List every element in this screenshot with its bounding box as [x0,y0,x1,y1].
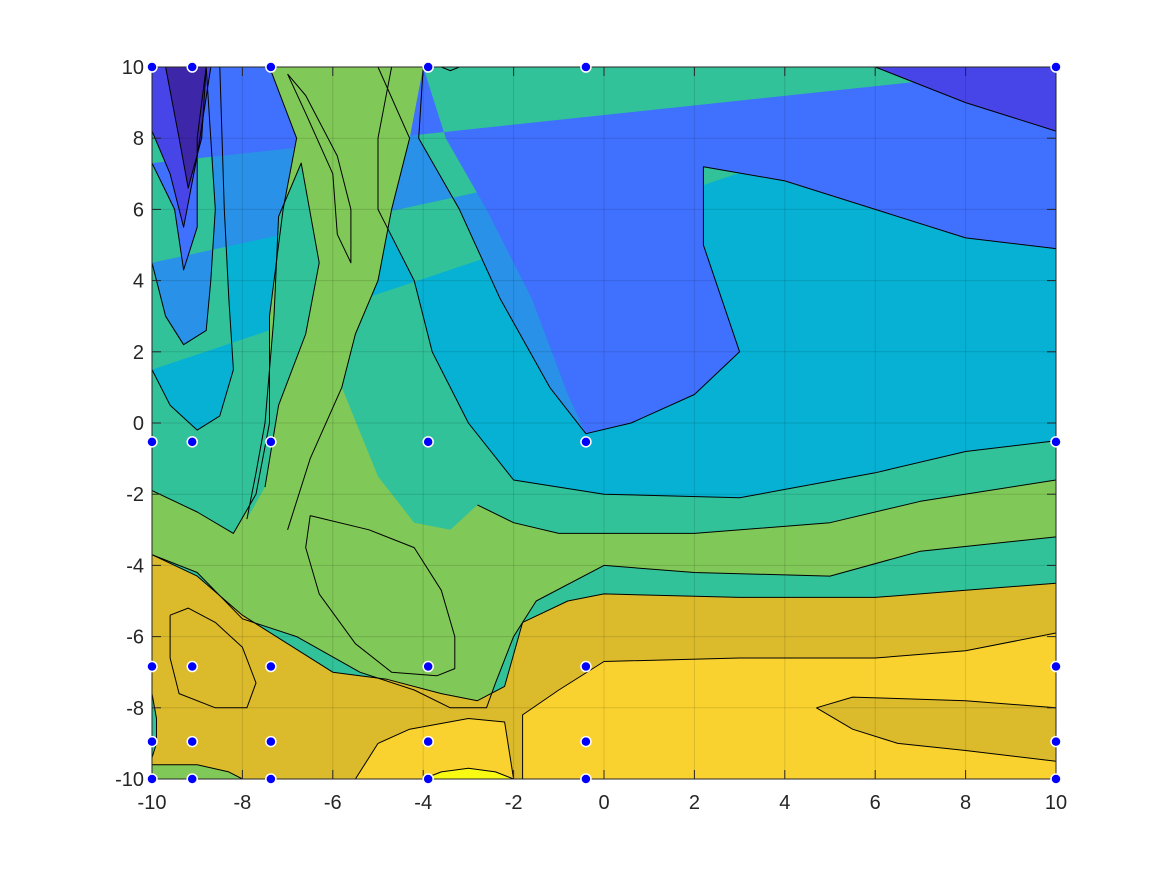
contour-region-level-1 [152,67,1056,228]
sample-point [422,660,434,673]
y-tick-label: -4 [126,555,144,577]
y-tick-label: -10 [115,769,144,791]
y-tick-label: 8 [133,128,144,150]
contour-line [165,67,207,189]
contour-region-level-7 [816,697,1056,762]
sample-point [580,773,592,785]
contour-line [418,67,1056,435]
y-tick-label: 6 [133,199,144,221]
sample-point [580,735,592,748]
contour-line [152,67,216,346]
contour-line [522,632,1056,779]
sample-point [265,735,277,748]
y-tick-label: -8 [126,698,144,720]
x-tick-label: 10 [1045,792,1067,814]
sample-point [265,773,277,785]
x-tick-label: 8 [960,792,971,814]
x-tick-label: -4 [414,792,432,814]
x-tick-label: 4 [779,792,790,814]
x-tick-label: -10 [138,792,167,814]
grid-lines [152,67,1056,779]
contour-line [152,536,1056,709]
contour-line [354,718,515,779]
contour-line [287,67,411,530]
x-tick-label: -8 [234,792,252,814]
contour-line [377,67,1056,499]
contour-line [152,693,157,758]
contour-line [816,707,1056,762]
x-tick-label: -6 [324,792,342,814]
x-tick-label: 6 [870,792,881,814]
contour-region-level-8 [355,718,514,779]
contour-region-level-5 [246,163,320,520]
contour-line [152,67,298,534]
sample-points [146,61,1062,785]
axis-ticks: -10 -8 -6 -4 -2 0 2 4 6 8 10 -10 -8 -6 -4 -2 0 2 4 6 8 10 [115,57,1067,814]
sample-point [422,773,434,785]
sample-point [186,660,198,673]
sample-point [1050,61,1062,73]
x-tick-label: -2 [505,792,523,814]
sample-point [580,61,592,73]
contour-line [246,162,320,520]
contour-region-level-7 [170,608,256,708]
sample-point [186,61,198,73]
y-tick-label: -2 [126,484,144,506]
contour-region-level-6 [152,387,1056,708]
contour-lines [152,67,1056,779]
x-tick-label: 0 [598,792,609,814]
sample-point [265,660,277,673]
contour-line [875,67,1056,132]
y-tick-label: 2 [133,342,144,364]
contour-line [169,607,257,709]
sample-point [146,660,158,673]
sample-point [580,436,592,448]
sample-point [186,436,198,448]
sample-point [1050,436,1062,448]
contour-region-level-9 [423,768,514,779]
contour-line [816,696,1056,709]
y-tick-label: 4 [133,271,144,293]
sample-point [186,735,198,748]
sample-point [146,61,158,73]
contour-line [152,554,1056,702]
sample-point [265,61,277,73]
sample-point [146,735,158,748]
contour-line [287,73,352,264]
contour-region-level-6 [152,764,243,779]
contour-line [477,479,1056,534]
sample-point [580,660,592,673]
sample-point [422,735,434,748]
y-tick-label: -6 [126,627,144,649]
contour-region-level-6 [287,74,351,263]
contour-line [152,764,243,779]
contour-line [305,515,456,677]
y-tick-label: 0 [133,413,144,435]
sample-point [422,61,434,73]
sample-point [146,773,158,785]
contour-line [152,67,207,271]
sample-point [1050,660,1062,673]
sample-point [1050,735,1062,748]
sample-point [265,436,277,448]
y-tick-label: 10 [122,57,144,79]
contour-line [152,67,212,228]
contour-region-level-2 [152,67,1056,434]
sample-point [1050,773,1062,785]
contour-line [152,67,234,431]
sample-point [422,436,434,448]
sample-point [146,436,158,448]
x-tick-label: 2 [689,792,700,814]
contour-line [423,767,514,779]
sample-point [186,773,198,785]
contour-line [441,67,460,72]
